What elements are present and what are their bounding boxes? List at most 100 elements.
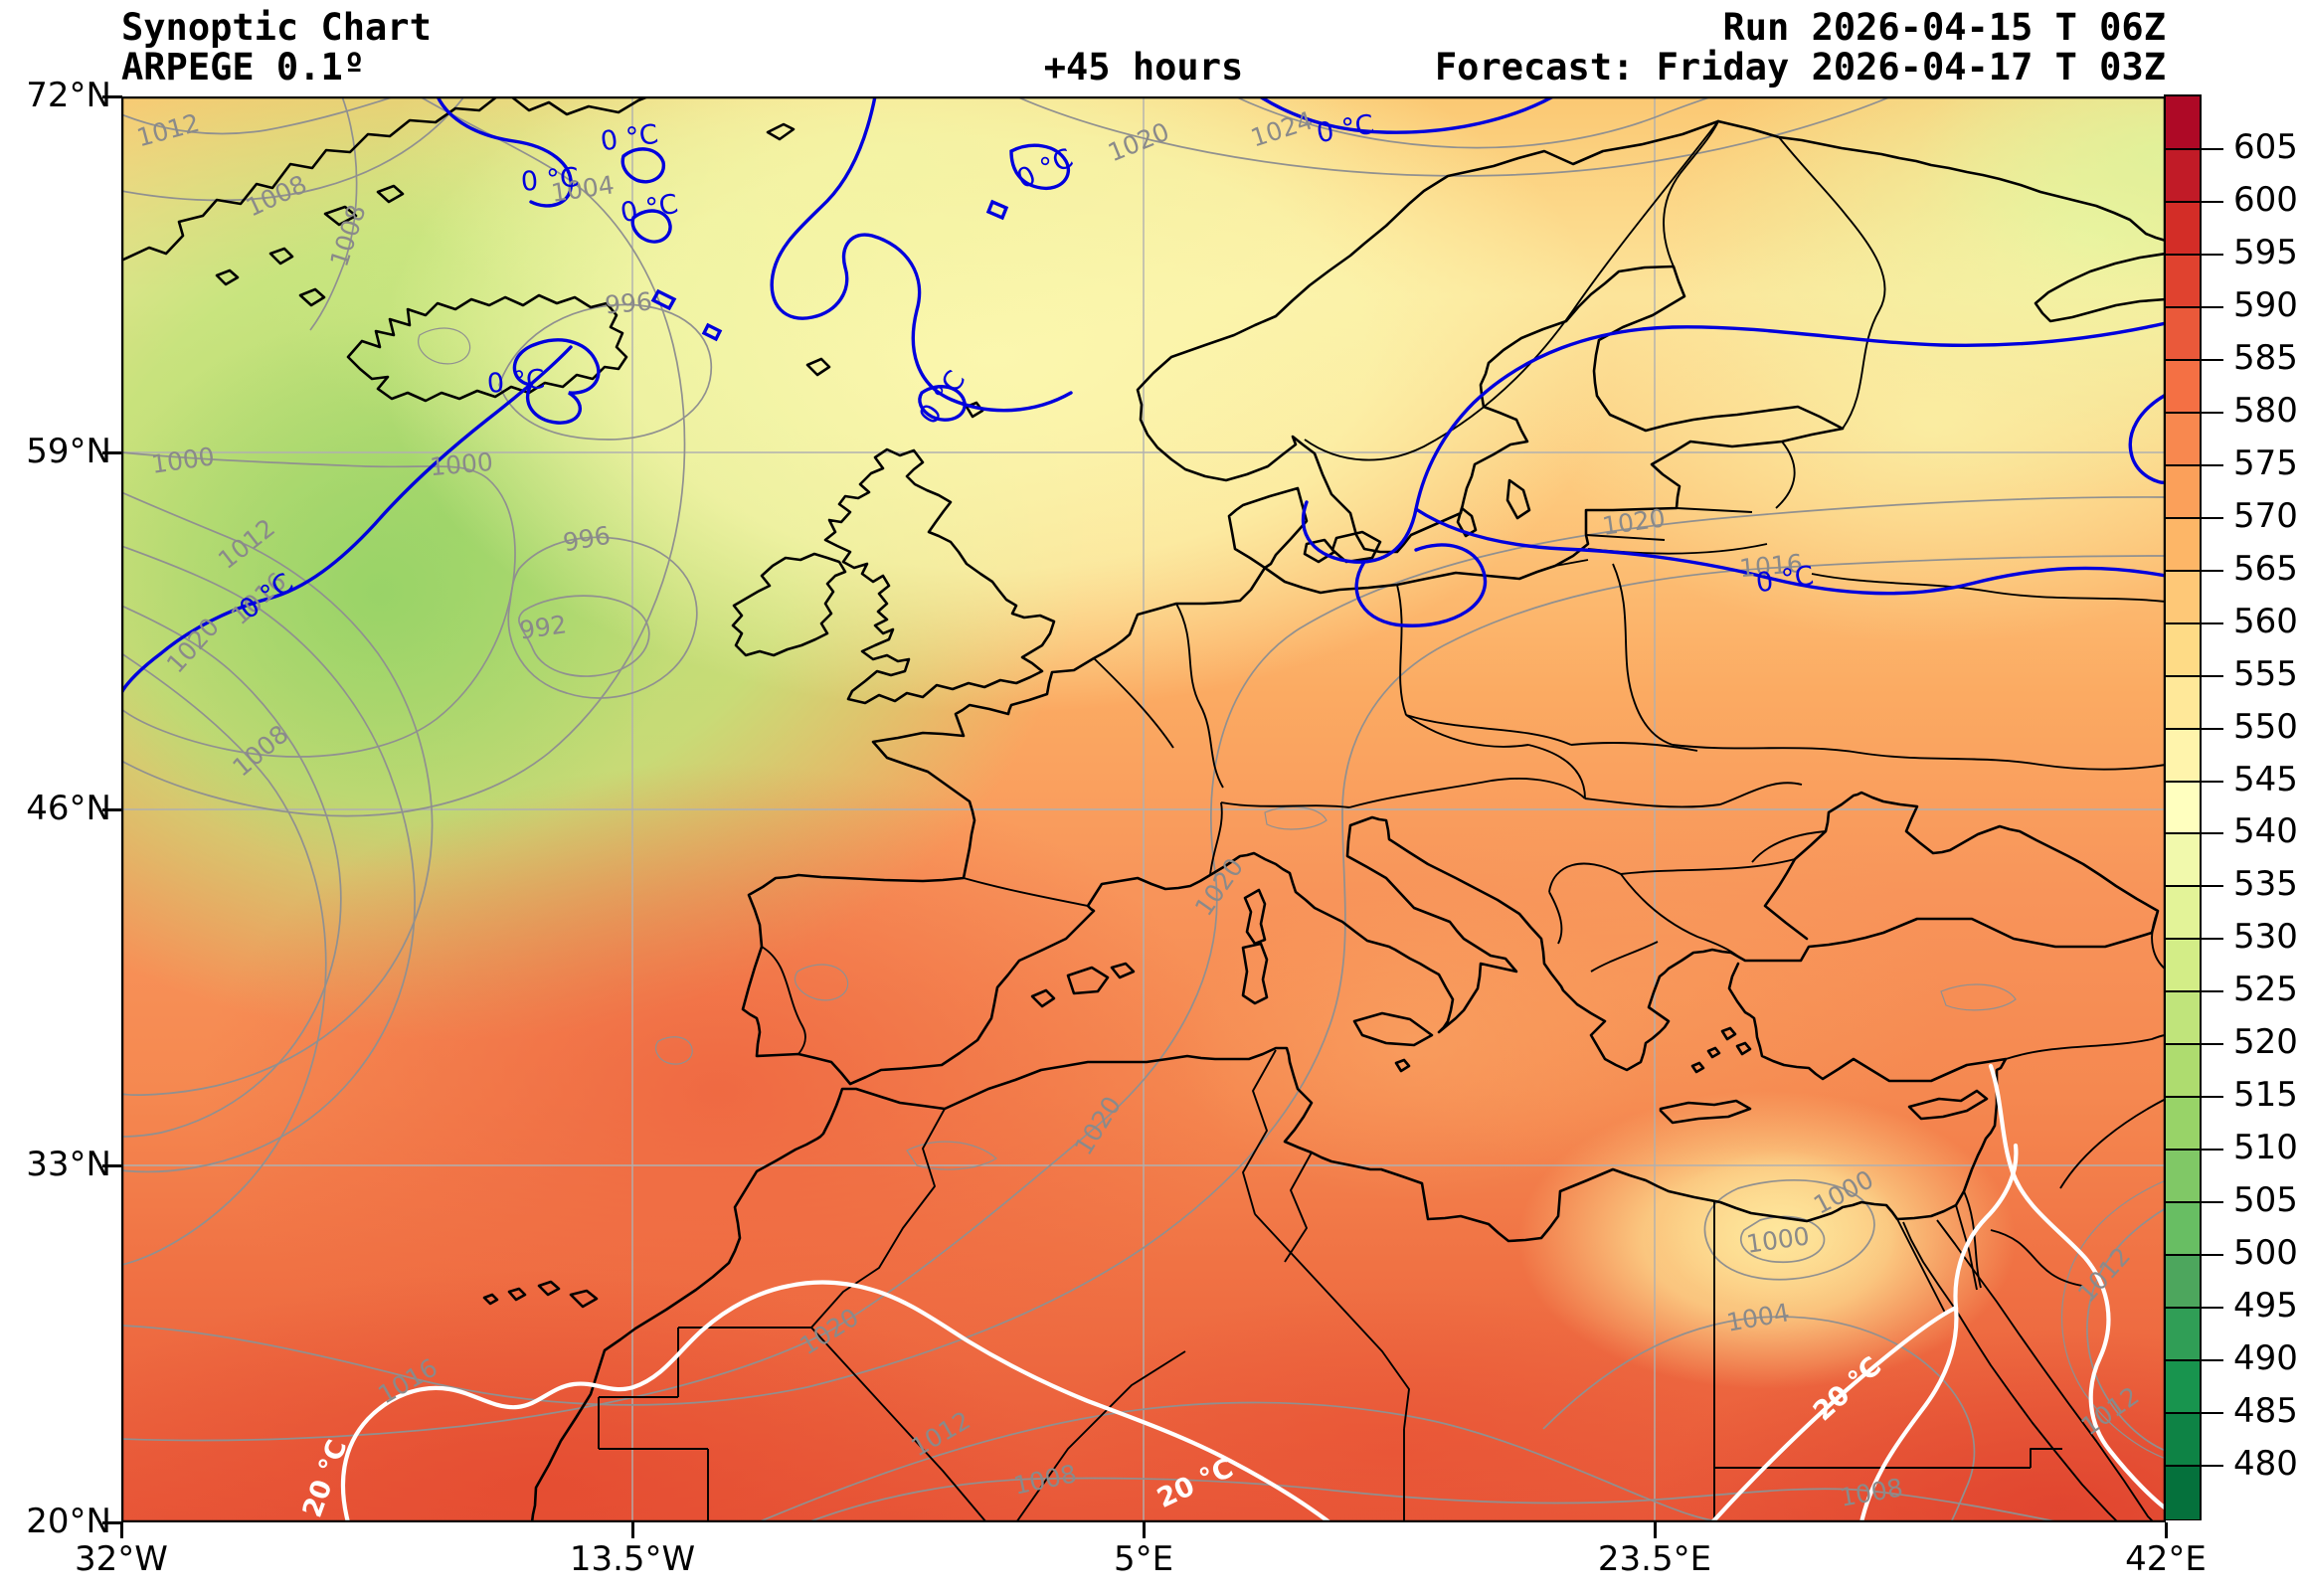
colorbar-boundary [2166, 1465, 2200, 1468]
colorbar-band [2166, 1308, 2200, 1361]
colorbar-tick-mark [2200, 516, 2223, 519]
colorbar-tick-label: 490 [2233, 1338, 2298, 1379]
weather-map [121, 96, 2166, 1522]
colorbar-boundary [2166, 1043, 2200, 1046]
colorbar-tick-mark [2200, 200, 2223, 203]
freezing-isotherm [121, 96, 2166, 695]
colorbar-boundary [2166, 1412, 2200, 1415]
colorbar-tick-mark [2200, 938, 2223, 941]
colorbar-tick-mark [2200, 305, 2223, 308]
colorbar-band [2166, 464, 2200, 519]
lon-tick-mark [2165, 1522, 2168, 1538]
colorbar-band [2166, 96, 2200, 150]
coastlines [121, 96, 2166, 1522]
colorbar-tick-label: 570 [2233, 495, 2298, 536]
map-frame [121, 96, 2166, 1522]
colorbar-tick-mark [2200, 990, 2223, 993]
colorbar-band [2166, 1413, 2200, 1467]
colorbar-band [2166, 1150, 2200, 1203]
lon-tick-mark [631, 1522, 634, 1538]
colorbar-boundary [2166, 1201, 2200, 1204]
colorbar-tick-mark [2200, 885, 2223, 888]
colorbar-tick-mark [2200, 832, 2223, 835]
colorbar-tick-label: 545 [2233, 759, 2298, 799]
colorbar-band [2166, 201, 2200, 256]
colorbar: 605 600 595 590 585 580 575 570 565 560 555 550 545 5… [2164, 94, 2300, 1520]
colorbar-tick-mark [2200, 147, 2223, 150]
colorbar-tick-label: 510 [2233, 1128, 2298, 1168]
lat-tick-mark [102, 1521, 122, 1524]
lat-tick-label: 59°N [26, 432, 111, 471]
colorbar-tick-label: 550 [2233, 706, 2298, 747]
lon-tick-mark [1143, 1522, 1146, 1538]
colorbar-boundary [2166, 832, 2200, 835]
colorbar-tick-mark [2200, 780, 2223, 783]
colorbar-tick-mark [2200, 253, 2223, 256]
colorbar-band [2166, 1097, 2200, 1151]
colorbar-boundary [2166, 147, 2200, 150]
isobar-contours [121, 96, 2166, 1522]
run-label: Run 2026-04-15 T 06Z [1722, 6, 2166, 49]
colorbar-tick-label: 530 [2233, 917, 2298, 958]
colorbar-tick-label: 515 [2233, 1075, 2298, 1116]
colorbar-tick-label: 505 [2233, 1180, 2298, 1221]
colorbar-tick-label: 590 [2233, 284, 2298, 325]
colorbar-boundary [2166, 358, 2200, 361]
colorbar-tick-mark [2200, 1307, 2223, 1310]
colorbar-boundary [2166, 569, 2200, 572]
colorbar-tick-mark [2200, 411, 2223, 414]
colorbar-band [2166, 1202, 2200, 1256]
colorbar-bar [2164, 94, 2202, 1520]
lon-tick-label: 5°E [1113, 1539, 1174, 1579]
colorbar-band [2166, 939, 2200, 992]
colorbar-tick-label: 520 [2233, 1022, 2298, 1063]
colorbar-tick-label: 605 [2233, 126, 2298, 167]
lead-time-label: +45 hours [1043, 46, 1244, 89]
colorbar-tick-mark [2200, 1096, 2223, 1099]
colorbar-tick-label: 535 [2233, 864, 2298, 905]
colorbar-boundary [2166, 411, 2200, 414]
lon-tick-mark [120, 1522, 123, 1538]
colorbar-tick-label: 575 [2233, 443, 2298, 483]
colorbar-boundary [2166, 1359, 2200, 1362]
colorbar-band [2166, 359, 2200, 414]
lon-tick-label: 13.5°W [569, 1539, 696, 1579]
colorbar-boundary [2166, 200, 2200, 203]
colorbar-boundary [2166, 780, 2200, 783]
colorbar-boundary [2166, 621, 2200, 624]
colorbar-tick-mark [2200, 1149, 2223, 1152]
colorbar-tick-mark [2200, 621, 2223, 624]
lat-tick-mark [102, 451, 122, 454]
colorbar-band [2166, 1466, 2200, 1519]
model-label: ARPEGE 0.1º [121, 46, 366, 89]
colorbar-boundary [2166, 1254, 2200, 1257]
colorbar-tick-label: 555 [2233, 653, 2298, 694]
lat-tick-label: 33°N [26, 1145, 111, 1184]
colorbar-tick-label: 565 [2233, 548, 2298, 589]
colorbar-boundary [2166, 674, 2200, 677]
colorbar-boundary [2166, 1096, 2200, 1099]
colorbar-boundary [2166, 253, 2200, 256]
colorbar-boundary [2166, 938, 2200, 941]
colorbar-boundary [2166, 305, 2200, 308]
colorbar-tick-mark [2200, 727, 2223, 730]
colorbar-band [2166, 148, 2200, 203]
colorbar-band [2166, 675, 2200, 730]
colorbar-tick-mark [2200, 1412, 2223, 1415]
colorbar-tick-label: 585 [2233, 337, 2298, 378]
colorbar-tick-label: 540 [2233, 811, 2298, 852]
colorbar-band [2166, 728, 2200, 783]
colorbar-band [2166, 833, 2200, 888]
colorbar-tick-label: 600 [2233, 179, 2298, 220]
colorbar-boundary [2166, 727, 2200, 730]
colorbar-tick-mark [2200, 569, 2223, 572]
colorbar-tick-mark [2200, 674, 2223, 677]
lat-tick-label: 20°N [26, 1502, 111, 1541]
colorbar-tick-label: 485 [2233, 1391, 2298, 1432]
lat-tick-mark [102, 1164, 122, 1167]
colorbar-band [2166, 1360, 2200, 1414]
lon-tick-mark [1654, 1522, 1657, 1538]
colorbar-tick-mark [2200, 1465, 2223, 1468]
colorbar-band [2166, 781, 2200, 835]
